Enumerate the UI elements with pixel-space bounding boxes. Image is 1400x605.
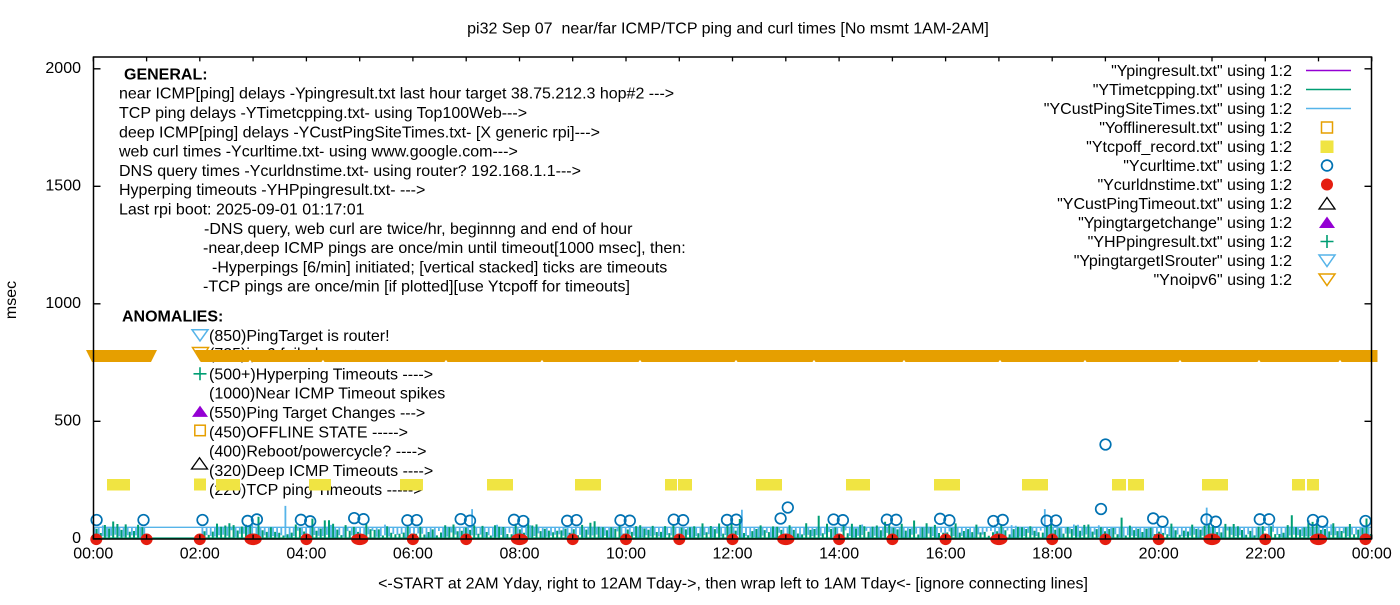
svg-text:pi32 Sep 07 near/far ICMP/TCP: pi32 Sep 07 near/far ICMP/TCP ping and c…: [467, 21, 989, 38]
svg-text:00:00: 00:00: [73, 546, 113, 563]
svg-text:(550)Ping Target Changes --->: (550)Ping Target Changes --->: [209, 405, 425, 422]
svg-text:(400)Reboot/powercycle? ---->: (400)Reboot/powercycle? ---->: [209, 444, 426, 461]
svg-text:<-START at 2AM Yday, right to: <-START at 2AM Yday, right to 12AM Tday-…: [378, 576, 1088, 593]
svg-text:"Yofflineresult.txt" using 1:2: "Yofflineresult.txt" using 1:2: [1099, 120, 1292, 137]
svg-text:"Ypingresult.txt" using 1:2: "Ypingresult.txt" using 1:2: [1111, 63, 1292, 80]
svg-text:500: 500: [54, 413, 81, 430]
svg-text:"YpingtargetISrouter" using 1:: "YpingtargetISrouter" using 1:2: [1074, 253, 1292, 270]
svg-text:18:00: 18:00: [1032, 546, 1072, 563]
svg-text:-Hyperpings [6/min] initiated;: -Hyperpings [6/min] initiated; [vertical…: [212, 259, 667, 276]
svg-text:(850)PingTarget is router!: (850)PingTarget is router!: [209, 328, 390, 345]
svg-text:12:00: 12:00: [712, 546, 752, 563]
svg-text:"Ynoipv6" using 1:2: "Ynoipv6" using 1:2: [1153, 272, 1292, 289]
svg-text:"YCustPingSiteTimes.txt" using: "YCustPingSiteTimes.txt" using 1:2: [1044, 101, 1292, 118]
svg-text:near ICMP[ping] delays -Ypingr: near ICMP[ping] delays -Ypingresult.txt …: [119, 86, 674, 103]
svg-text:14:00: 14:00: [819, 546, 859, 563]
svg-text:msec: msec: [3, 281, 20, 319]
svg-text:TCP ping delays -YTimetcpping.: TCP ping delays -YTimetcpping.txt- using…: [119, 105, 527, 122]
svg-text:GENERAL:: GENERAL:: [124, 66, 208, 83]
svg-text:16:00: 16:00: [926, 546, 966, 563]
svg-text:ANOMALIES:: ANOMALIES:: [122, 308, 223, 325]
svg-text:-TCP pings are once/min [if pl: -TCP pings are once/min [if plotted][use…: [203, 279, 630, 296]
svg-text:DNS query times -Ycurldnstime.: DNS query times -Ycurldnstime.txt- using…: [119, 163, 581, 180]
svg-text:0: 0: [72, 530, 81, 547]
svg-text:1000: 1000: [45, 295, 81, 312]
svg-text:"YTimetcpping.txt" using 1:2: "YTimetcpping.txt" using 1:2: [1093, 82, 1292, 99]
svg-text:web curl times -Ycurltime.txt-: web curl times -Ycurltime.txt- using www…: [118, 144, 518, 161]
svg-text:"Ycurldnstime.txt" using 1:2: "Ycurldnstime.txt" using 1:2: [1097, 177, 1292, 194]
svg-text:2000: 2000: [45, 60, 81, 77]
svg-text:(320)Deep ICMP Timeouts ---->: (320)Deep ICMP Timeouts ---->: [209, 463, 433, 480]
svg-text:"Ycurltime.txt" using 1:2: "Ycurltime.txt" using 1:2: [1123, 158, 1292, 175]
svg-text:Last rpi boot: 2025-09-01 01:1: Last rpi boot: 2025-09-01 01:17:01: [119, 202, 365, 219]
svg-text:"YHPpingresult.txt" using 1:2: "YHPpingresult.txt" using 1:2: [1088, 234, 1292, 251]
svg-text:(500+)Hyperping Timeouts ---->: (500+)Hyperping Timeouts ---->: [209, 366, 433, 383]
svg-text:-DNS query, web curl are twice: -DNS query, web curl are twice/hr, begin…: [204, 221, 633, 238]
svg-text:22:00: 22:00: [1245, 546, 1285, 563]
svg-text:(220)TCP ping Timeouts ----->: (220)TCP ping Timeouts ----->: [209, 482, 423, 499]
svg-text:"YCustPingTimeout.txt" using 1: "YCustPingTimeout.txt" using 1:2: [1057, 196, 1292, 213]
svg-text:(450)OFFLINE STATE ----->: (450)OFFLINE STATE ----->: [209, 424, 408, 441]
svg-text:02:00: 02:00: [180, 546, 220, 563]
svg-text:"Ypingtargetchange" using 1:2: "Ypingtargetchange" using 1:2: [1078, 215, 1292, 232]
svg-text:00:00: 00:00: [1352, 546, 1392, 563]
svg-text:Hyperping timeouts -YHPpingres: Hyperping timeouts -YHPpingresult.txt- -…: [119, 182, 425, 199]
svg-text:"Ytcpoff_record.txt" using 1:2: "Ytcpoff_record.txt" using 1:2: [1086, 139, 1292, 156]
svg-text:20:00: 20:00: [1139, 546, 1179, 563]
svg-text:08:00: 08:00: [499, 546, 539, 563]
svg-text:-near,deep ICMP pings are once: -near,deep ICMP pings are once/min until…: [203, 240, 686, 257]
svg-text:deep ICMP[ping] delays -YCustP: deep ICMP[ping] delays -YCustPingSiteTim…: [119, 124, 600, 141]
svg-text:10:00: 10:00: [606, 546, 646, 563]
svg-text:06:00: 06:00: [393, 546, 433, 563]
svg-text:04:00: 04:00: [286, 546, 326, 563]
svg-text:(1000)Near ICMP Timeout spikes: (1000)Near ICMP Timeout spikes: [209, 386, 445, 403]
svg-text:1500: 1500: [45, 178, 81, 195]
